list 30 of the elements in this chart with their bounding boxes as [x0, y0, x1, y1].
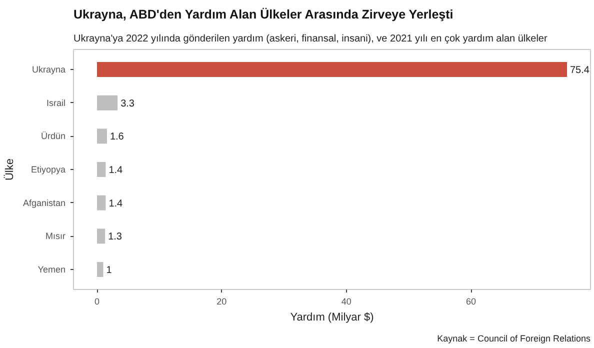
text: Kaynak = Council of Foreign Relations — [437, 334, 591, 344]
data-label: 75.4 — [570, 65, 590, 76]
y-tick-label: Ürdün — [40, 131, 66, 142]
y-tick-label: Yemen — [38, 264, 66, 274]
bar — [97, 228, 106, 244]
chart-title: Ukrayna, ABD'den Yardım Alan Ülkeler Arasında Zirveye Yerleşti — [74, 8, 454, 22]
y-tick-label: Ukrayna — [32, 64, 66, 74]
y-tick-label: Israil — [46, 98, 66, 108]
x-tick-label: 60 — [466, 296, 476, 306]
data-label: 1.4 — [108, 198, 124, 210]
bar — [97, 128, 107, 144]
y-tick-label: Mısır — [46, 231, 66, 242]
data-label: 3.3 — [120, 98, 135, 110]
data-label: 1 — [106, 265, 112, 276]
x-tick-label: 20 — [216, 296, 227, 306]
x-axis-title: Yardım (Milyar $) — [290, 312, 374, 324]
x-tick-label: 0 — [94, 296, 100, 306]
data-label: 1.3 — [108, 232, 122, 243]
y-axis-title: Ülke — [2, 158, 16, 181]
bar — [97, 262, 104, 277]
bar — [97, 195, 106, 210]
bar — [97, 95, 118, 110]
data-label: 1.6 — [110, 132, 124, 143]
y-tick-label: Afganistan — [22, 198, 66, 208]
x-tick-label: 40 — [341, 296, 352, 306]
data-label: 1.4 — [108, 165, 124, 176]
y-tick-label: Etiyopya — [30, 164, 66, 174]
bar — [97, 62, 567, 77]
bar — [97, 162, 106, 177]
chart-subtitle: Ukrayna'ya 2022 yılında gönderilen yardım (askeri, finansal, insani), ve 2021 yılı en çok yardım alan ülkeler — [74, 34, 548, 44]
